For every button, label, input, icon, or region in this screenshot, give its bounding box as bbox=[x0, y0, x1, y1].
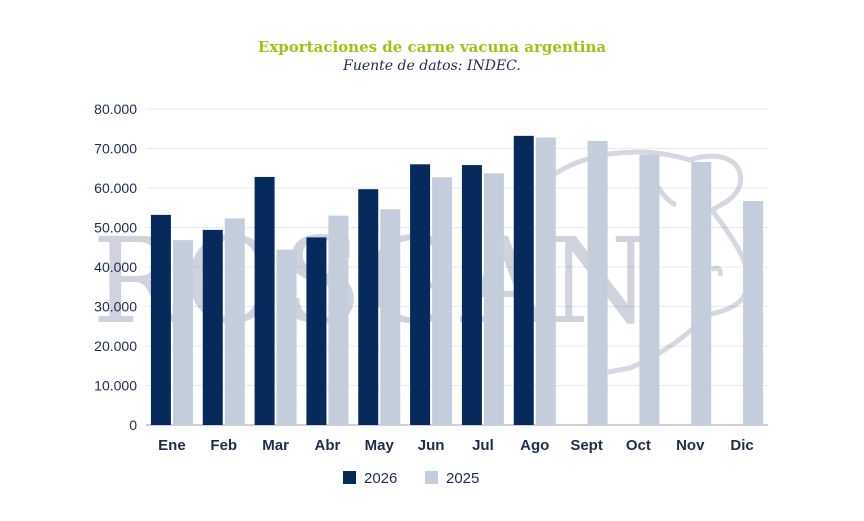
chart-title: Exportaciones de carne vacuna argentina bbox=[257, 38, 607, 56]
x-tick-label: Ene bbox=[158, 437, 186, 454]
bar-2025-oct bbox=[639, 154, 660, 425]
x-tick-label: May bbox=[365, 437, 395, 454]
x-tick-label: Feb bbox=[210, 437, 237, 454]
x-tick-label: Oct bbox=[626, 437, 651, 454]
y-tick-label: 30.000 bbox=[94, 299, 137, 315]
x-tick-label: Jun bbox=[418, 437, 445, 454]
y-tick-label: 40.000 bbox=[94, 259, 137, 275]
legend: 2026 2025 bbox=[343, 470, 479, 487]
bars bbox=[150, 135, 764, 426]
bar-2025-feb bbox=[224, 218, 245, 425]
bar-2026-jul bbox=[461, 165, 482, 425]
bar-2026-ene bbox=[150, 214, 171, 425]
bar-2025-jul bbox=[483, 173, 504, 425]
x-tick-label: Ago bbox=[520, 437, 549, 454]
bar-2026-jun bbox=[410, 164, 431, 426]
x-tick-label: Mar bbox=[262, 437, 289, 454]
bar-2025-ago bbox=[535, 137, 556, 425]
bar-2025-nov bbox=[691, 161, 712, 425]
x-tick-label: Dic bbox=[730, 437, 753, 454]
y-tick-label: 60.000 bbox=[94, 180, 137, 196]
bar-2026-ago bbox=[513, 135, 534, 426]
bar-2025-jun bbox=[432, 177, 453, 425]
bar-2025-sept bbox=[587, 140, 608, 425]
bar-2025-may bbox=[380, 209, 401, 425]
bar-2025-dic bbox=[743, 201, 764, 425]
x-tick-label: Sept bbox=[570, 437, 603, 454]
y-tick-label: 50.000 bbox=[94, 220, 137, 236]
bar-2025-mar bbox=[276, 249, 297, 425]
bar-2026-mar bbox=[254, 176, 275, 425]
bar-2025-abr bbox=[328, 215, 349, 425]
bar-2026-may bbox=[358, 189, 379, 425]
legend-label-2026: 2026 bbox=[364, 470, 397, 487]
x-tick-label: Nov bbox=[676, 437, 705, 454]
x-axis-ticks: Ene Feb Mar Abr May Jun Jul Ago Sept Oct Nov Dic bbox=[158, 437, 754, 454]
x-tick-label: Abr bbox=[314, 437, 340, 454]
legend-swatch-2025 bbox=[425, 471, 438, 484]
chart-subtitle: Fuente de datos: INDEC. bbox=[343, 58, 521, 74]
legend-label-2025: 2025 bbox=[446, 470, 479, 487]
y-tick-label: 0 bbox=[129, 417, 137, 433]
y-tick-label: 80.000 bbox=[94, 101, 137, 117]
x-tick-label: Jul bbox=[472, 437, 494, 454]
y-tick-label: 70.000 bbox=[94, 141, 137, 157]
y-axis-ticks: 0 10.000 20.000 30.000 40.000 50.000 60.000 70.… bbox=[94, 101, 137, 433]
y-tick-label: 10.000 bbox=[94, 378, 137, 394]
gridlines bbox=[146, 108, 768, 426]
legend-swatch-2026 bbox=[343, 471, 356, 484]
bar-2026-feb bbox=[202, 229, 223, 425]
y-tick-label: 20.000 bbox=[94, 338, 137, 354]
bar-2025-ene bbox=[172, 240, 193, 425]
bar-2026-abr bbox=[306, 237, 327, 425]
